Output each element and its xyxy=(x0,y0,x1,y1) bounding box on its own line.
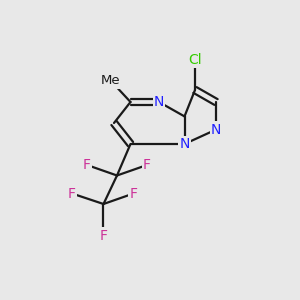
Text: F: F xyxy=(130,187,137,200)
Text: F: F xyxy=(83,158,91,172)
Text: F: F xyxy=(68,187,76,200)
Text: Me: Me xyxy=(101,74,121,88)
Text: N: N xyxy=(179,137,190,151)
Text: F: F xyxy=(100,229,107,242)
Text: Cl: Cl xyxy=(188,53,202,67)
Text: N: N xyxy=(154,95,164,109)
Text: F: F xyxy=(143,158,151,172)
Text: N: N xyxy=(211,123,221,136)
